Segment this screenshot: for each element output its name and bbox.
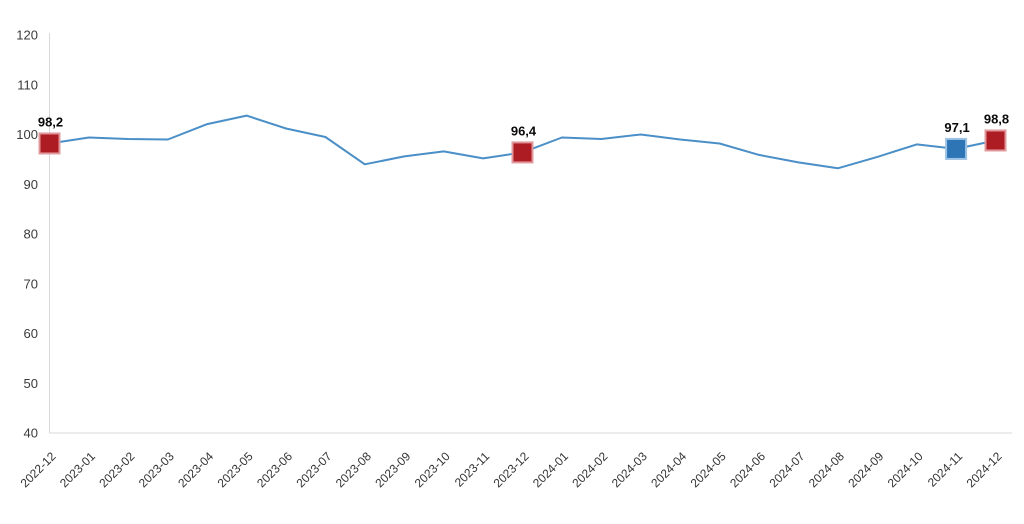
y-axis-tick-label: 120 [16, 28, 38, 43]
x-axis-tick-label: 2024-05 [688, 449, 729, 490]
data-point-marker [38, 132, 61, 155]
data-point-marker [511, 141, 534, 164]
y-axis-tick-label: 60 [24, 326, 38, 341]
x-axis-tick-label: 2023-05 [215, 449, 256, 490]
data-point-marker [984, 129, 1007, 152]
x-axis-tick-label: 2024-11 [925, 449, 966, 490]
x-axis-tick-label: 2024-02 [569, 449, 610, 490]
y-axis-tick-label: 50 [24, 376, 38, 391]
y-axis-tick-label: 100 [16, 127, 38, 142]
x-axis-tick-label: 2023-12 [491, 449, 532, 490]
x-axis-tick-label: 2023-09 [372, 449, 413, 490]
x-axis-tick-label: 2024-10 [885, 449, 926, 490]
y-axis-tick-label: 80 [24, 227, 38, 242]
x-axis-tick-label: 2024-01 [530, 449, 571, 490]
data-point-label: 98,8 [984, 111, 1009, 126]
x-axis-tick-label: 2023-06 [254, 449, 295, 490]
x-axis-tick-label: 2023-02 [96, 449, 137, 490]
data-point-marker [945, 137, 968, 160]
y-axis-tick-label: 90 [24, 177, 38, 192]
x-axis-tick-label: 2024-03 [609, 449, 650, 490]
x-axis-tick-label: 2023-03 [136, 449, 177, 490]
y-axis-tick-label: 70 [24, 276, 38, 291]
x-axis-tick-label: 2022-12 [18, 449, 59, 490]
x-axis-tick-label: 2023-08 [333, 449, 374, 490]
x-axis-tick-label: 2023-04 [175, 449, 216, 490]
x-axis-tick-label: 2024-07 [766, 449, 807, 490]
x-axis-tick-label: 2023-01 [57, 449, 98, 490]
x-axis-tick-label: 2024-09 [845, 449, 886, 490]
y-axis-tick-label: 110 [17, 77, 38, 92]
y-axis-tick-label: 40 [24, 426, 38, 441]
data-point-label: 97,1 [944, 120, 969, 135]
x-axis-tick-label: 2023-11 [452, 449, 493, 490]
x-axis-tick-label: 2023-07 [293, 449, 334, 490]
data-point-label: 98,2 [38, 114, 63, 129]
x-axis-tick-label: 2024-06 [727, 449, 768, 490]
x-axis-tick-label: 2024-04 [648, 449, 689, 490]
data-point-label: 96,4 [511, 123, 537, 138]
x-axis-tick-label: 2023-10 [412, 449, 453, 490]
x-axis-tick-label: 2024-08 [806, 449, 847, 490]
x-axis-tick-label: 2024-12 [964, 449, 1005, 490]
